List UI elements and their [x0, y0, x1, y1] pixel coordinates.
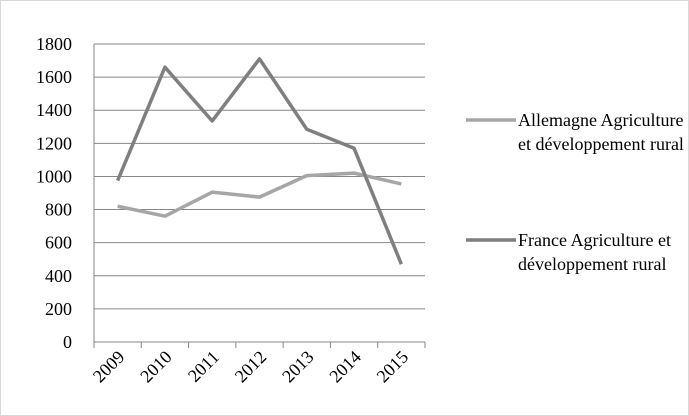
y-tick-label: 400	[45, 266, 72, 286]
y-tick-label: 200	[45, 299, 72, 319]
y-tick-label: 800	[45, 200, 72, 220]
legend-label: Allemagne Agriculture et développement r…	[518, 110, 684, 154]
line-series	[116, 57, 403, 265]
y-tick-label: 0	[63, 332, 72, 352]
y-tick-label: 1000	[36, 166, 72, 186]
line-series	[117, 171, 402, 218]
y-tick-label: 1600	[36, 67, 72, 87]
y-tick-label: 1800	[36, 34, 72, 54]
y-tick-label: 1200	[36, 133, 72, 153]
y-tick-label: 1400	[36, 100, 72, 120]
y-tick-label: 600	[45, 233, 72, 253]
legend-label: France Agriculture et développement rura…	[518, 230, 671, 274]
